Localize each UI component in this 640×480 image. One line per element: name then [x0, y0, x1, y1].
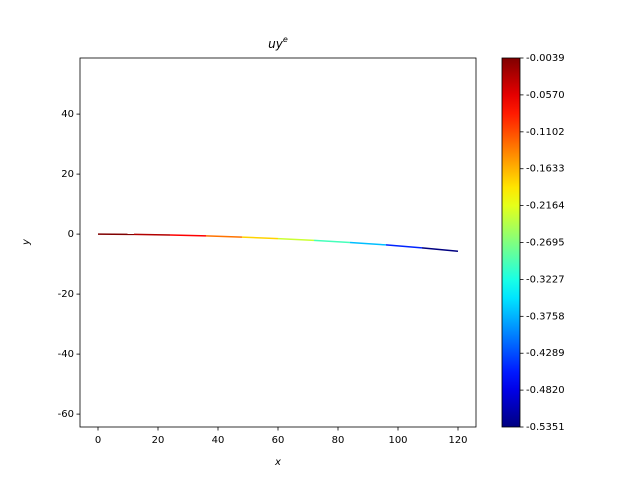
- beam-element: [385, 244, 423, 249]
- x-axis-label: x: [274, 457, 281, 468]
- colorbar: [501, 57, 521, 428]
- y-tick-label: -20: [58, 289, 74, 300]
- colorbar-tick-label: -0.3758: [526, 311, 565, 322]
- x-tick-label: 100: [388, 435, 407, 446]
- beam-element: [169, 234, 207, 237]
- plot-frame: [79, 57, 477, 428]
- y-tick-label: 0: [68, 229, 74, 240]
- beam-element: [241, 236, 279, 240]
- chart-title: uye: [268, 35, 288, 51]
- colorbar-tick-label: -0.4289: [526, 348, 565, 359]
- colorbar-tick-label: -0.2695: [526, 238, 565, 249]
- colorbar-tick-label: -0.3227: [526, 274, 565, 285]
- colorbar-tick-label: -0.1633: [526, 164, 565, 175]
- colorbar-tick-label: -0.2164: [526, 201, 565, 212]
- colorbar-tick-label: -0.4820: [526, 385, 565, 396]
- x-tick-label: 20: [152, 435, 165, 446]
- colorbar-tick-label: -0.5351: [526, 422, 565, 433]
- beam-element: [133, 233, 171, 236]
- x-tick-label: 40: [212, 435, 225, 446]
- title-main: uy: [268, 37, 284, 51]
- x-tick-label: 60: [272, 435, 285, 446]
- y-tick-label: 20: [61, 169, 74, 180]
- beam-element: [277, 237, 315, 242]
- y-axis-label: y: [21, 238, 32, 246]
- y-tick-label: 40: [61, 109, 74, 120]
- colorbar-tick-label: -0.0039: [526, 53, 565, 64]
- x-tick-label: 80: [332, 435, 345, 446]
- colorbar-tick-label: -0.0570: [526, 90, 565, 101]
- y-tick-label: -40: [58, 349, 74, 360]
- beam-element: [421, 247, 459, 252]
- colorbar-tick-label: -0.1102: [526, 127, 565, 138]
- y-tick-label: -60: [58, 409, 74, 420]
- x-tick-label: 120: [448, 435, 467, 446]
- title-superscript: e: [283, 35, 288, 44]
- beam-element: [349, 241, 387, 246]
- beam-element: [313, 239, 351, 244]
- x-tick-label: 0: [95, 435, 101, 446]
- beam-element: [205, 235, 243, 238]
